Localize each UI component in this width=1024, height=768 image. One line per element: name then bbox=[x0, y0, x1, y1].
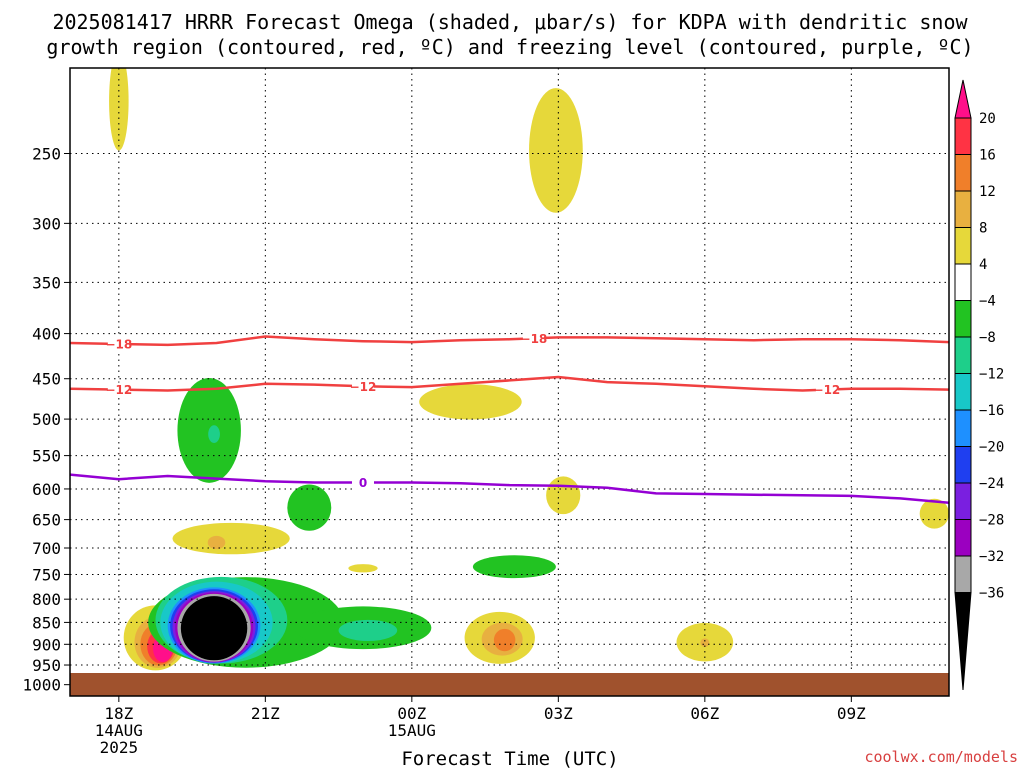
omega-feature-9 bbox=[207, 535, 226, 550]
y-tick-label-350: 350 bbox=[32, 273, 61, 292]
colorbar-band-5 bbox=[954, 300, 972, 338]
y-tick-label-300: 300 bbox=[32, 214, 61, 233]
x-tick-label-09Z: 09Z bbox=[837, 704, 866, 723]
omega-feature-27 bbox=[180, 596, 248, 661]
omega-feature-8 bbox=[172, 522, 290, 555]
x-tick-label-18Z: 18Z bbox=[104, 704, 133, 723]
colorbar-band-3 bbox=[954, 227, 972, 265]
y-tick-label-700: 700 bbox=[32, 539, 61, 558]
contour-line--12 bbox=[70, 375, 949, 392]
colorbar-band-12 bbox=[954, 555, 972, 593]
colorbar-band-9 bbox=[954, 446, 972, 484]
colorbar-label-3: 8 bbox=[979, 221, 987, 237]
chart-title-line1: 2025081417 HRRR Forecast Omega (shaded, … bbox=[52, 10, 968, 34]
x-tick-label-06Z: 06Z bbox=[690, 704, 719, 723]
ground-surface bbox=[70, 673, 949, 696]
y-tick-label-950: 950 bbox=[32, 656, 61, 675]
omega-feature-6 bbox=[208, 425, 220, 443]
colorbar-label-7: −12 bbox=[979, 367, 1004, 383]
contour-label-bg bbox=[352, 379, 374, 394]
colorbar-label-2: 12 bbox=[979, 184, 996, 200]
contour-label-bg bbox=[815, 382, 838, 397]
colorbar-label-1: 16 bbox=[979, 148, 996, 164]
colorbar-bottom-arrow bbox=[954, 592, 972, 691]
colorbar-band-11 bbox=[954, 519, 972, 557]
omega-feature-0 bbox=[109, 68, 129, 151]
colorbar-band-7 bbox=[954, 373, 972, 411]
y-tick-label-550: 550 bbox=[32, 447, 61, 466]
colorbar-band-10 bbox=[954, 482, 972, 520]
contour-label-0: 0 bbox=[359, 476, 367, 490]
colorbar-band-4 bbox=[954, 263, 972, 301]
colorbar-band-6 bbox=[954, 336, 972, 374]
contour-label--18: −18 bbox=[105, 337, 132, 351]
contour-label--18: −18 bbox=[521, 332, 548, 346]
colorbar-label-8: −16 bbox=[979, 403, 1004, 419]
contour-label-bg bbox=[352, 475, 374, 490]
colorbar-band-2 bbox=[954, 190, 972, 228]
y-axis: 250 300 350 400 450 500 550 600 650 700 750 800 850 9… bbox=[22, 144, 70, 695]
y-tick-label-500: 500 bbox=[32, 410, 61, 429]
y-tick-label-400: 400 bbox=[32, 325, 61, 344]
contour-label-bg bbox=[107, 382, 130, 397]
contour-label-bg bbox=[107, 336, 130, 351]
y-tick-label-850: 850 bbox=[32, 613, 61, 632]
contour-label-bg bbox=[522, 331, 545, 346]
x-tick-label-00Z: 00Z bbox=[397, 704, 426, 723]
colorbar-label-10: −24 bbox=[979, 476, 1004, 492]
chart-title-line2: growth region (contoured, red, ºC) and f… bbox=[46, 35, 973, 59]
omega-feature-7 bbox=[287, 484, 332, 531]
x-tick-sublabel-15AUG: 15AUG bbox=[388, 721, 436, 740]
omega-feature-10 bbox=[348, 564, 378, 573]
x-tick-sublabel-14AUG: 14AUG bbox=[95, 721, 143, 740]
colorbar-label-9: −20 bbox=[979, 440, 1004, 456]
colorbar: 20 16 12 8 4 −4 −8 −12 −16 −20 −24 −28 −32 −36 bbox=[954, 79, 1004, 691]
colorbar-band-0 bbox=[954, 117, 972, 155]
contour-line--18 bbox=[70, 335, 949, 347]
colorbar-label-4: 4 bbox=[979, 257, 987, 273]
colorbar-band-8 bbox=[954, 409, 972, 447]
colorbar-label-5: −4 bbox=[979, 294, 996, 310]
y-tick-label-250: 250 bbox=[32, 144, 61, 163]
plot-frame bbox=[69, 67, 950, 697]
plot-area: −18 −18 −12 −12 −12 0 bbox=[70, 68, 949, 696]
y-tick-label-1000: 1000 bbox=[22, 676, 61, 695]
y-tick-label-900: 900 bbox=[32, 635, 61, 654]
contour-label--12: −12 bbox=[814, 383, 841, 397]
y-tick-label-450: 450 bbox=[32, 370, 61, 389]
omega-feature-1 bbox=[529, 88, 583, 213]
colorbar-label-11: −28 bbox=[979, 513, 1004, 529]
x-tick-sublabel-2025: 2025 bbox=[100, 738, 139, 757]
colorbar-label-12: −32 bbox=[979, 549, 1004, 565]
omega-shading bbox=[109, 68, 949, 671]
colorbar-band-1 bbox=[954, 154, 972, 192]
y-tick-label-650: 650 bbox=[32, 511, 61, 530]
colorbar-label-0: 20 bbox=[979, 111, 996, 127]
watermark: coolwx.com/models bbox=[864, 748, 1018, 766]
omega-feature-4 bbox=[546, 476, 581, 515]
y-tick-label-800: 800 bbox=[32, 590, 61, 609]
contour-line-0 bbox=[70, 473, 949, 504]
x-tick-label-21Z: 21Z bbox=[251, 704, 280, 723]
x-axis-title: Forecast Time (UTC) bbox=[401, 748, 618, 768]
omega-feature-30 bbox=[493, 628, 516, 652]
omega-feature-2 bbox=[419, 384, 522, 420]
omega-feature-3 bbox=[919, 498, 949, 529]
contour-label--12: −12 bbox=[350, 380, 377, 394]
colorbar-top-arrow bbox=[954, 79, 972, 119]
y-tick-label-600: 600 bbox=[32, 480, 61, 499]
y-tick-label-750: 750 bbox=[32, 565, 61, 584]
colorbar-label-6: −8 bbox=[979, 330, 996, 346]
grid-lines bbox=[70, 68, 949, 686]
temperature-contours: −18 −18 −12 −12 −12 0 bbox=[70, 331, 949, 504]
omega-feature-21 bbox=[338, 619, 398, 642]
contour-label--12: −12 bbox=[105, 383, 132, 397]
x-tick-label-03Z: 03Z bbox=[544, 704, 573, 723]
omega-feature-11 bbox=[472, 555, 556, 579]
colorbar-label-13: −36 bbox=[979, 586, 1004, 602]
